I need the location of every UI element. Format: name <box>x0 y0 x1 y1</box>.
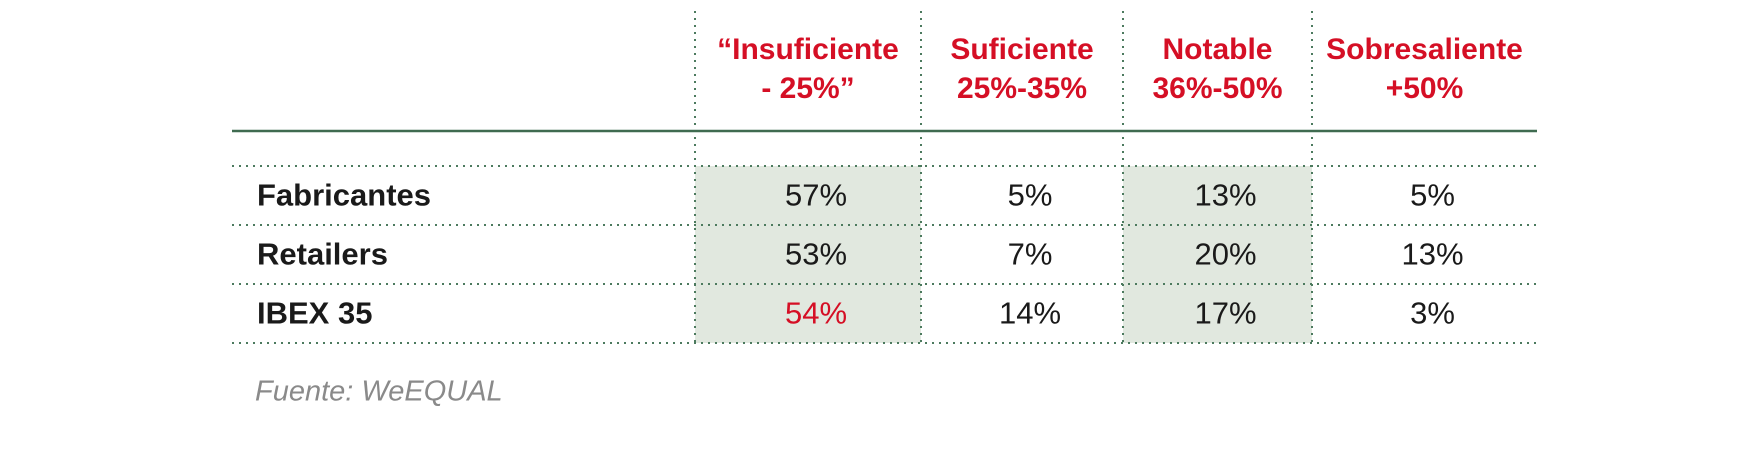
column-header: Notable <box>1162 33 1272 66</box>
row-label: IBEX 35 <box>257 296 372 331</box>
cell-value: 13% <box>1401 237 1463 272</box>
cell-value: 20% <box>1194 237 1256 272</box>
cell-value: 7% <box>1008 237 1053 272</box>
cell-value: 5% <box>1008 178 1053 213</box>
column-header: 25%-35% <box>957 72 1087 105</box>
cell-value: 14% <box>999 296 1061 331</box>
cell-value: 53% <box>785 237 847 272</box>
column-header: Suficiente <box>950 33 1093 66</box>
cell-value: 5% <box>1410 178 1455 213</box>
column-header: - 25%” <box>761 72 854 105</box>
source-note: Fuente: WeEQUAL <box>255 376 503 408</box>
column-header: “Insuficiente <box>717 33 899 66</box>
cell-value: 57% <box>785 178 847 213</box>
cell-shade <box>1123 166 1312 343</box>
cell-value: 3% <box>1410 296 1455 331</box>
column-header: +50% <box>1386 72 1464 105</box>
row-label: Fabricantes <box>257 178 431 213</box>
cell-value: 17% <box>1194 296 1256 331</box>
column-header: 36%-50% <box>1152 72 1282 105</box>
row-label: Retailers <box>257 237 388 272</box>
column-header: Sobresaliente <box>1326 33 1523 66</box>
cell-shade <box>695 166 921 343</box>
cell-value: 54% <box>785 296 847 331</box>
cell-value: 13% <box>1194 178 1256 213</box>
